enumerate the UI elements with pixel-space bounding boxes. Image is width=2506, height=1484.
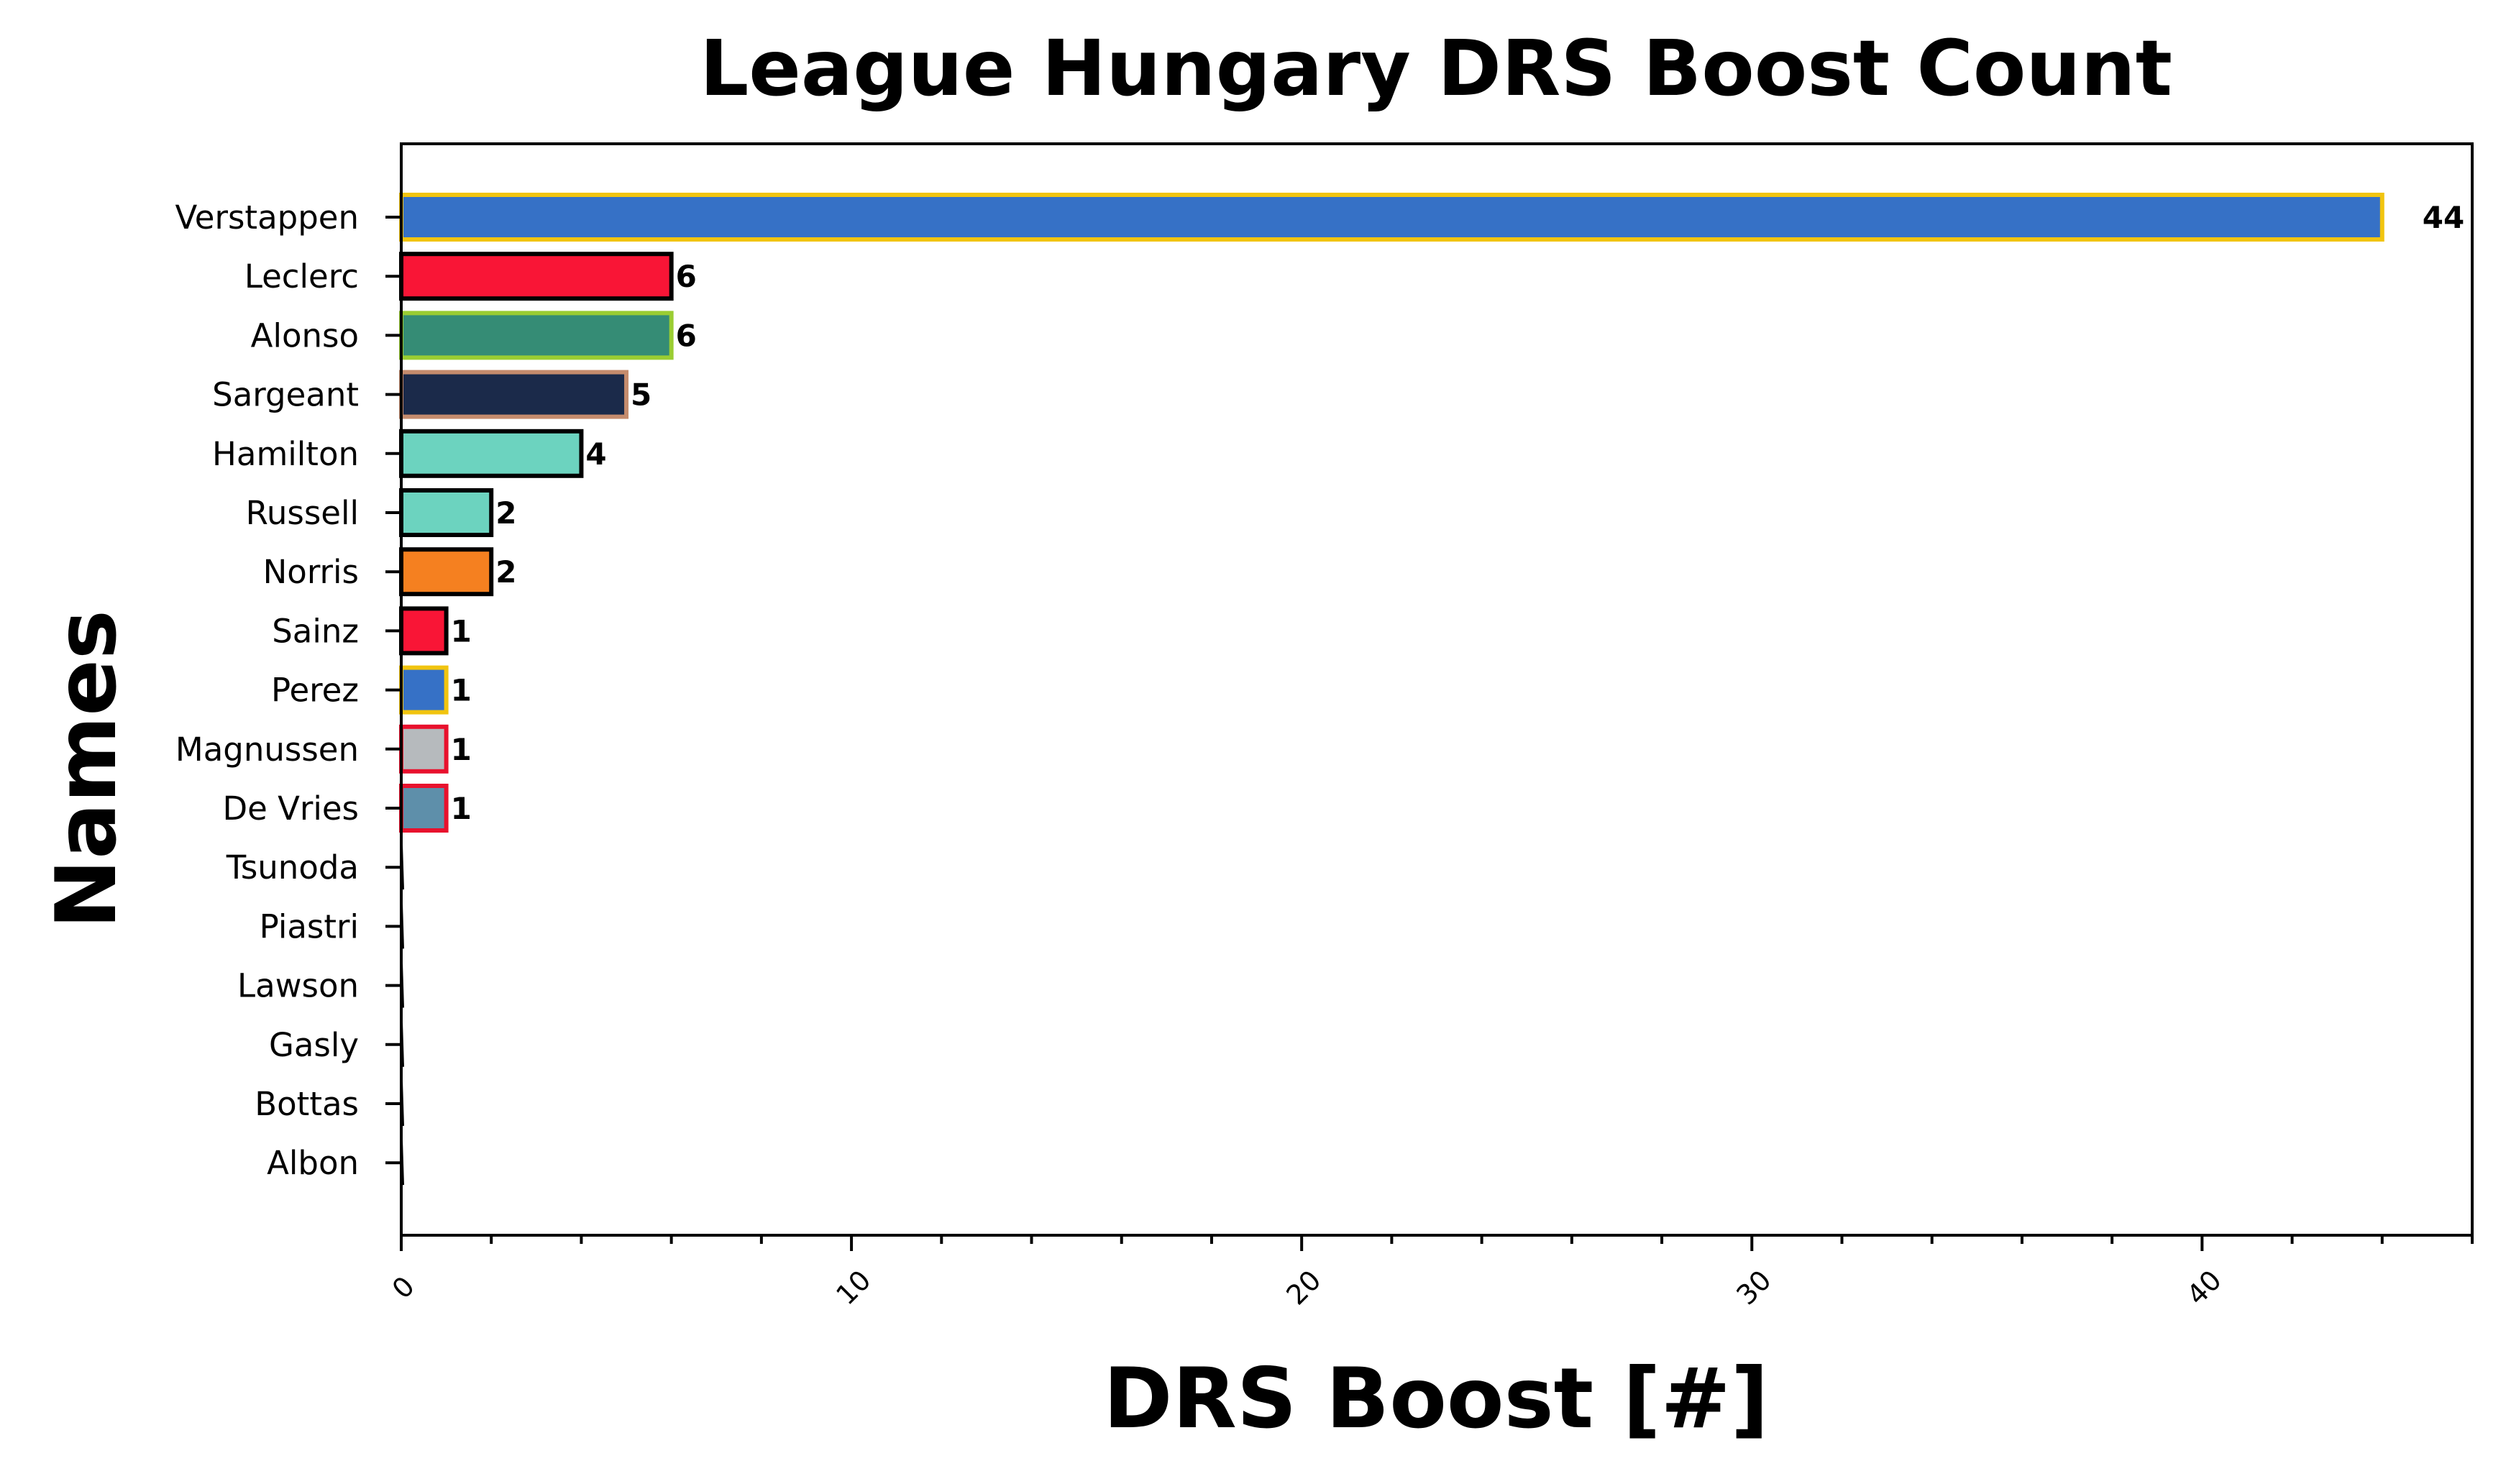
- y-tick-label: Leclerc: [244, 257, 359, 296]
- bar-leclerc: [399, 252, 674, 301]
- data-label: 4: [585, 436, 606, 472]
- bar-magnussen: [399, 724, 449, 774]
- y-tick-label: Lawson: [237, 967, 359, 1005]
- y-tick-label: Alonso: [251, 316, 359, 354]
- bar-russell: [399, 488, 494, 537]
- x-tick-label: 20: [1280, 1264, 1327, 1311]
- data-label: 5: [631, 377, 651, 413]
- chart-title: League Hungary DRS Boost Count: [700, 24, 2172, 114]
- x-tick-label: 40: [2181, 1264, 2228, 1311]
- data-label: 44: [2423, 200, 2464, 235]
- data-label: 1: [451, 791, 472, 826]
- data-label: 6: [676, 318, 697, 353]
- bar-perez: [399, 665, 449, 715]
- y-tick-label: Perez: [271, 672, 359, 710]
- y-tick-label: Magnussen: [175, 730, 359, 769]
- x-tick-label: 10: [830, 1264, 877, 1311]
- x-axis-label: DRS Boost [#]: [1103, 1350, 1768, 1447]
- y-tick-label: De Vries: [222, 789, 359, 828]
- data-label: 1: [451, 732, 472, 767]
- y-tick-label: Hamilton: [212, 435, 359, 473]
- data-label: 2: [495, 495, 516, 531]
- y-tick-label: Gasly: [269, 1026, 359, 1064]
- data-label: 1: [451, 673, 472, 708]
- y-tick-label: Verstappen: [175, 198, 359, 237]
- bar-de-vries: [399, 784, 449, 833]
- bar-alonso: [399, 311, 674, 360]
- y-tick-label: Albon: [267, 1144, 359, 1182]
- bar-verstappen: [399, 193, 2384, 242]
- bar-norris: [399, 547, 494, 597]
- x-axis-ticks: 0 10 20 30 40: [386, 1235, 2474, 1311]
- plot-frame: [400, 142, 2474, 1237]
- y-tick-label: Tsunoda: [226, 848, 359, 887]
- y-tick-label: Russell: [246, 494, 359, 532]
- data-label: 1: [451, 613, 472, 649]
- y-tick-label: Sargeant: [212, 376, 359, 414]
- bar-sainz: [399, 606, 449, 656]
- x-tick-label: 30: [1730, 1264, 1777, 1311]
- data-label: 6: [676, 259, 697, 294]
- x-tick-label: 0: [386, 1270, 421, 1305]
- y-tick-label: Norris: [263, 553, 359, 591]
- y-axis-ticks: Verstappen Leclerc Alonso Sargeant Hamilton R…: [175, 198, 401, 1182]
- bar-sargeant: [399, 370, 629, 419]
- y-axis-label: Names: [38, 610, 135, 929]
- data-label: 2: [495, 554, 516, 590]
- y-tick-label: Bottas: [255, 1085, 359, 1123]
- bar-hamilton: [399, 429, 584, 478]
- y-tick-label: Piastri: [260, 907, 359, 945]
- y-tick-label: Sainz: [272, 612, 359, 650]
